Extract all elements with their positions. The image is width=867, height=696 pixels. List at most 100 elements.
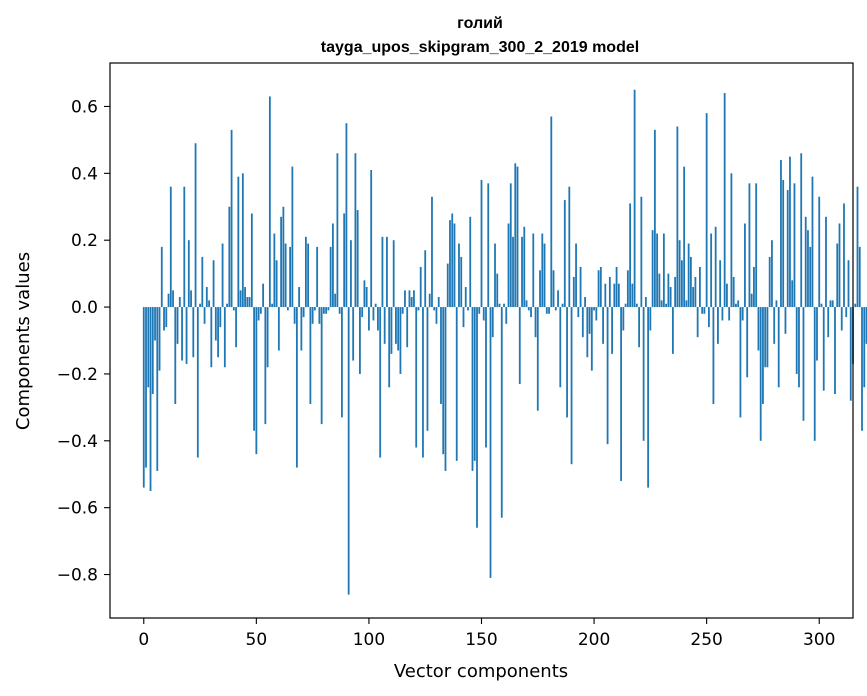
bar [507, 223, 510, 308]
bars-group [142, 89, 867, 595]
bar [442, 307, 445, 455]
bar [289, 246, 292, 308]
bar [613, 283, 616, 308]
bar [696, 307, 699, 338]
bar [721, 307, 724, 321]
bar [282, 206, 285, 308]
y-tick-label: −0.2 [57, 365, 98, 385]
bar [235, 307, 237, 348]
bar [361, 307, 364, 318]
bar [467, 307, 469, 311]
bar [858, 246, 861, 308]
bar [332, 223, 334, 308]
bar [185, 307, 188, 364]
bar [827, 307, 830, 338]
bar [381, 236, 384, 308]
bar [714, 226, 717, 308]
bar [142, 307, 145, 488]
bar [151, 307, 154, 394]
bar [694, 276, 697, 308]
bar [863, 307, 866, 388]
bar [791, 280, 794, 308]
bar [365, 287, 368, 308]
bar [512, 236, 514, 308]
bar [606, 307, 609, 445]
bar [532, 233, 535, 308]
bar [748, 183, 751, 308]
bar [678, 240, 681, 308]
bar [579, 266, 582, 308]
bar [611, 307, 613, 354]
bar [275, 260, 278, 308]
bar [160, 246, 163, 308]
bar [241, 173, 244, 308]
bar [809, 246, 812, 308]
bar [203, 307, 206, 324]
bar [226, 303, 228, 308]
bar [843, 203, 845, 308]
bar [834, 307, 836, 394]
bar [723, 93, 726, 308]
bar [388, 307, 391, 388]
bar [566, 307, 568, 418]
bar [503, 303, 505, 308]
bar [205, 287, 208, 308]
bar [183, 186, 186, 308]
bar [266, 307, 269, 368]
bar [795, 307, 798, 374]
bar [581, 307, 584, 338]
bar [777, 307, 780, 388]
bar [665, 303, 668, 308]
bar [277, 307, 280, 351]
bar [575, 243, 577, 308]
bar [757, 307, 760, 351]
bar [626, 270, 629, 308]
bar [478, 307, 481, 314]
bar [268, 96, 271, 308]
bar [397, 307, 400, 351]
bar [739, 307, 742, 418]
bar [174, 307, 177, 405]
bar [762, 307, 764, 405]
bar [341, 307, 343, 418]
bar [590, 307, 593, 371]
y-tick-label: −0.8 [57, 566, 98, 586]
bar [386, 236, 388, 308]
y-tick-label: −0.4 [57, 432, 98, 452]
bar [149, 307, 152, 491]
bar [156, 307, 159, 471]
bar [356, 210, 359, 308]
bar [741, 307, 744, 321]
bar [708, 307, 710, 328]
bar [516, 166, 519, 308]
bar [462, 307, 465, 328]
bar [158, 307, 161, 371]
bar [286, 307, 289, 311]
bar [782, 180, 785, 308]
bar [329, 246, 332, 308]
bar [608, 276, 611, 308]
bar [595, 307, 598, 321]
bar [635, 303, 638, 308]
bar [190, 290, 192, 308]
bar [214, 307, 217, 341]
bar [604, 283, 607, 308]
bar [451, 213, 454, 308]
y-tick-label: 0.4 [71, 164, 98, 184]
bar [221, 243, 224, 308]
bar [259, 307, 262, 314]
bar [865, 307, 867, 344]
bar [759, 307, 762, 441]
bar [453, 223, 456, 308]
bar [660, 300, 663, 308]
bar [701, 307, 704, 314]
bar [413, 290, 415, 308]
bar [318, 307, 321, 324]
bar [482, 307, 485, 321]
bar [201, 256, 204, 308]
bar [800, 153, 803, 308]
bar [586, 307, 589, 358]
bar [617, 283, 620, 308]
bar [771, 240, 773, 308]
